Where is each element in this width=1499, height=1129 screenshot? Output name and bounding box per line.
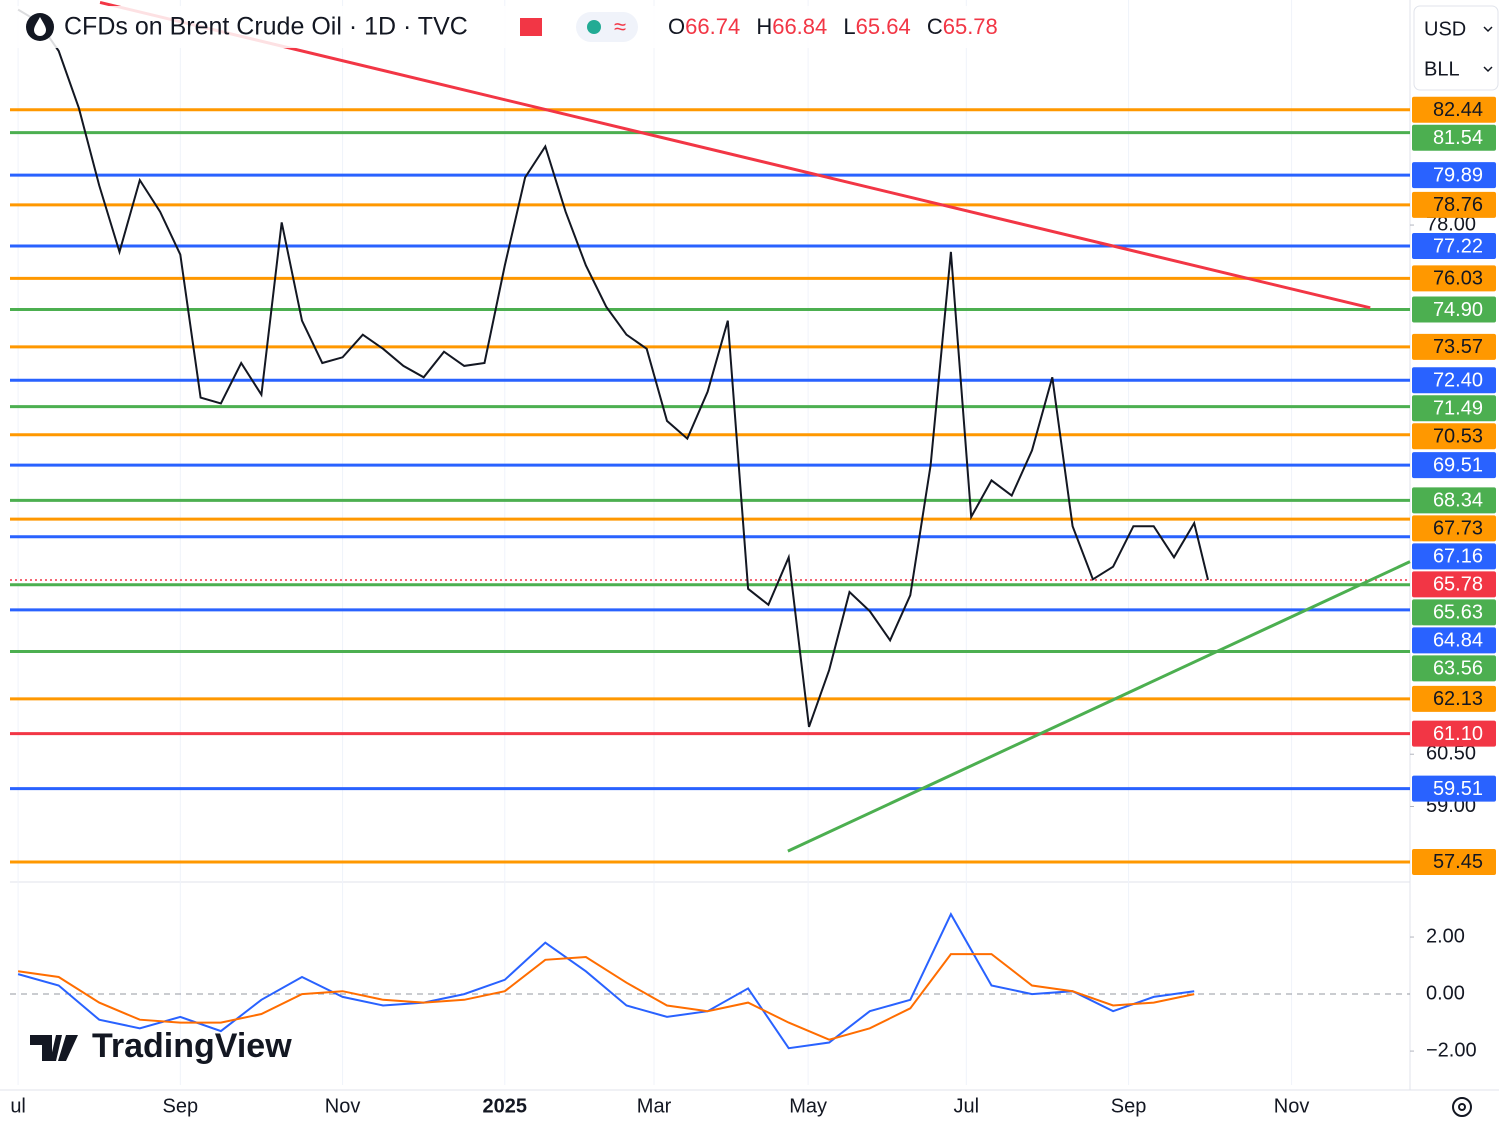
- status-pill[interactable]: [576, 12, 638, 42]
- symbol-title: CFDs on Brent Crude Oil · 1D · TVC: [64, 13, 468, 41]
- trend-line: [787, 560, 1411, 853]
- watermark: TradingView: [30, 1027, 292, 1065]
- ohlc-value: 65.78: [943, 14, 998, 39]
- level-label: 79.89: [1433, 164, 1483, 186]
- level-label-bg: [1412, 685, 1496, 712]
- level-label-bg: [1412, 452, 1496, 479]
- ohlc-value: 66.84: [772, 14, 827, 39]
- level-label: 82.44: [1433, 99, 1483, 121]
- watermark-text: TradingView: [92, 1027, 292, 1065]
- level-label-bg: [1412, 848, 1496, 875]
- ohlc-key: C: [927, 14, 943, 39]
- x-tick-label: Nov: [1274, 1095, 1310, 1117]
- level-label: 74.90: [1433, 299, 1483, 321]
- y-tick-label: 60.50: [1426, 743, 1476, 765]
- watermark-logo: [30, 1035, 78, 1061]
- unit[interactable]: BLL: [1424, 58, 1460, 80]
- ohlc-value: 66.74: [685, 14, 740, 39]
- level-label: 69.51: [1433, 454, 1483, 476]
- level-label: 59.51: [1433, 778, 1483, 800]
- level-label-bg: [1412, 333, 1496, 360]
- level-label-bg: [1412, 367, 1496, 394]
- plot-area: [10, 0, 1414, 1085]
- flag-icon[interactable]: [520, 18, 542, 36]
- x-tick-label: Sep: [163, 1095, 199, 1117]
- level-label-bg: [1412, 265, 1496, 292]
- level-label: 65.63: [1433, 602, 1483, 624]
- y-tick-label: 2.00: [1426, 925, 1465, 947]
- x-tick-label: Nov: [325, 1095, 361, 1117]
- level-label-bg: [1412, 96, 1496, 123]
- level-label: 67.73: [1433, 518, 1483, 540]
- level-label-bg: [1412, 571, 1496, 598]
- delay-icon: ≈: [614, 14, 626, 39]
- level-label-bg: [1412, 543, 1496, 570]
- currency-unit-selector: USD BLL: [1413, 5, 1499, 91]
- x-tick-label: Jul: [954, 1095, 980, 1117]
- level-label-bg: [1412, 599, 1496, 626]
- ohlc-value: 65.64: [856, 14, 911, 39]
- level-label-bg: [1412, 655, 1496, 682]
- level-label: 68.34: [1433, 490, 1483, 512]
- gear-center: [1458, 1103, 1466, 1111]
- level-label-bg: [1412, 515, 1496, 542]
- x-tick-label: Mar: [637, 1095, 672, 1117]
- selector-box: [1413, 5, 1499, 91]
- gear-icon[interactable]: [1452, 1097, 1472, 1117]
- x-tick-label: 2025: [483, 1095, 528, 1117]
- level-label-bg: [1412, 395, 1496, 422]
- x-tick-label: ul: [10, 1095, 26, 1117]
- level-label: 67.16: [1433, 546, 1483, 568]
- level-label: 72.40: [1433, 370, 1483, 392]
- level-label: 70.53: [1433, 426, 1483, 448]
- x-tick-label: Sep: [1111, 1095, 1147, 1117]
- axis-labels: ul Sep Nov 2025 Mar May Jul Sep Nov 78.00 60.50 59.…: [10, 96, 1496, 1117]
- level-label: 64.84: [1433, 630, 1483, 652]
- ohlc-key: O: [668, 14, 685, 39]
- level-label-bg: [1412, 775, 1496, 802]
- level-label-bg: [1412, 720, 1496, 747]
- legend-header: CFDs on Brent Crude Oil · 1D · TVC ≈ O66…: [10, 6, 1020, 48]
- y-tick-label: −2.00: [1426, 1039, 1477, 1061]
- level-label: 62.13: [1433, 688, 1483, 710]
- level-label-bg: [1412, 423, 1496, 450]
- level-label: 61.10: [1433, 723, 1483, 745]
- settings-button[interactable]: [1452, 1097, 1472, 1117]
- level-label: 81.54: [1433, 127, 1483, 149]
- y-tick-label: 0.00: [1426, 982, 1465, 1004]
- level-label: 76.03: [1433, 268, 1483, 290]
- ohlc: O66.74 H66.84 L65.64 C65.78: [668, 14, 998, 39]
- price-line: [17, 8, 1209, 728]
- level-label: 73.57: [1433, 336, 1483, 358]
- header-bg: [10, 6, 1020, 48]
- level-label-bg: [1412, 191, 1496, 218]
- market-status: [587, 20, 601, 34]
- x-tick-label: May: [789, 1095, 827, 1117]
- price-line: [17, 953, 1195, 1041]
- oil-drop-icon: [34, 17, 46, 36]
- chevron: [1483, 26, 1493, 33]
- chevron: [1483, 66, 1493, 73]
- level-label-bg: [1412, 162, 1496, 189]
- currency[interactable]: USD: [1424, 18, 1466, 40]
- level-label: 71.49: [1433, 398, 1483, 420]
- level-label-bg: [1412, 124, 1496, 151]
- level-label-bg: [1412, 232, 1496, 259]
- price-line: [17, 912, 1195, 1050]
- level-label-bg: [1412, 487, 1496, 514]
- level-label-bg: [1412, 296, 1496, 323]
- trend-line: [99, 0, 1371, 310]
- level-label: 57.45: [1433, 851, 1483, 873]
- level-label: 65.78: [1433, 574, 1483, 596]
- level-label-bg: [1412, 627, 1496, 654]
- ohlc-key: H: [756, 14, 772, 39]
- level-label: 63.56: [1433, 658, 1483, 680]
- y-tick-label: 78.00: [1426, 213, 1476, 235]
- level-label: 77.22: [1433, 235, 1483, 257]
- level-label: 78.76: [1433, 194, 1483, 216]
- ohlc-key: L: [843, 14, 855, 39]
